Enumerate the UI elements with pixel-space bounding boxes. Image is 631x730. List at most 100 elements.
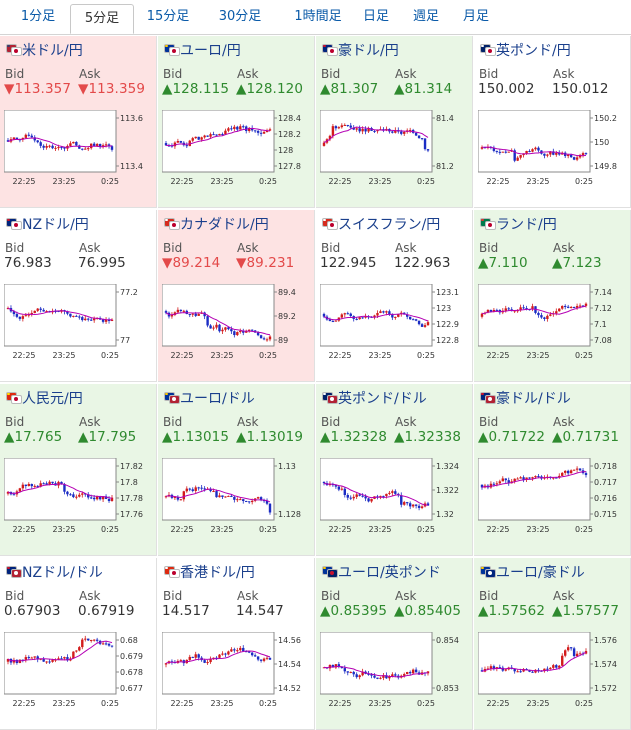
ask-label: Ask <box>395 589 417 603</box>
y-tick-label: 1.128 <box>278 510 301 519</box>
candle-body <box>408 503 412 507</box>
pair-name-link[interactable]: スイスフラン/円 <box>338 217 441 233</box>
mini-candlestick-chart[interactable]: 17.82 17.8 17.78 17.76 22:25 23:25 0:25 <box>4 458 150 538</box>
pair-tile[interactable]: 人民元/円 Bid Ask ▲17.765 ▲17.795 17.82 17.8 17.78 1… <box>0 384 157 556</box>
chart-svg: 77.2 77 22:25 23:25 0:25 <box>4 284 138 360</box>
candle-body <box>60 481 63 485</box>
mini-candlestick-chart[interactable]: 128.4 128.2 128 127.8 22:25 23:25 0:25 <box>162 110 308 190</box>
mini-candlestick-chart[interactable]: 89.4 89.2 89 22:25 23:25 0:25 <box>162 284 308 364</box>
candle-body <box>552 477 555 479</box>
ask-label: Ask <box>79 241 101 255</box>
pair-name-link[interactable]: 米ドル/円 <box>22 43 83 59</box>
tab-7[interactable]: 月足 <box>462 9 489 24</box>
pair-name-link[interactable]: 香港ドル/円 <box>180 565 255 581</box>
pair-tile[interactable]: スイスフラン/円 Bid Ask 122.945 122.963 123.1 123 122.… <box>316 210 473 382</box>
pair-name-link[interactable]: ユーロ/英ポンド <box>338 565 441 581</box>
pair-name-link[interactable]: NZドル/円 <box>22 217 89 233</box>
candle-body <box>107 319 111 321</box>
candle-body <box>569 647 573 649</box>
candle-body <box>69 143 72 146</box>
x-tick-label: 23:25 <box>368 699 391 708</box>
pair-name-link[interactable]: ランド/円 <box>496 217 557 233</box>
tab-1[interactable]: 5分足 <box>70 4 134 34</box>
candle-body <box>569 306 573 308</box>
pair-name-link[interactable]: ユーロ/ドル <box>180 391 255 407</box>
bid-direction-arrow: ▲ <box>4 429 15 445</box>
pair-tile[interactable]: ユーロ/英ポンド Bid Ask ▲0.85395 ▲0.85405 0.854 0.853… <box>316 558 473 730</box>
candle-body <box>24 657 28 660</box>
y-tick-label: 0.678 <box>120 668 143 677</box>
pair-tile[interactable]: ランド/円 Bid Ask ▲7.110 ▲7.123 7.14 7.12 7.1 7.08 22… <box>474 210 631 382</box>
mini-candlestick-chart[interactable]: 0.68 0.679 0.678 0.677 22:25 23:25 0:25 <box>4 632 150 712</box>
x-tick-label: 23:25 <box>210 525 233 534</box>
bid-direction-arrow: ▲ <box>478 429 489 445</box>
candle-body <box>194 487 197 491</box>
tab-5[interactable]: 日足 <box>362 9 389 24</box>
pair-name-link[interactable]: ユーロ/円 <box>180 43 241 59</box>
pair-tile[interactable]: ユーロ/豪ドル Bid Ask ▲1.57562 ▲1.57577 1.576 1.574 1… <box>474 558 631 730</box>
candle-body <box>191 138 194 141</box>
pair-name-link[interactable]: NZドル/ドル <box>22 565 103 581</box>
pair-tile[interactable]: 米ドル/円 Bid Ask ▼113.357 ▼113.359 113.6 113.4 22:… <box>0 36 157 208</box>
bid-label: Bid <box>321 241 341 255</box>
mini-candlestick-chart[interactable]: 1.324 1.322 1.32 22:25 23:25 0:25 <box>320 458 466 538</box>
ask-value: ▲1.13019 <box>236 429 303 445</box>
ask-number: 0.67919 <box>78 603 135 619</box>
tab-4[interactable]: 1時間足 <box>294 9 342 24</box>
mini-candlestick-chart[interactable]: 77.2 77 22:25 23:25 0:25 <box>4 284 150 364</box>
mini-candlestick-chart[interactable]: 113.6 113.4 22:25 23:25 0:25 <box>4 110 150 190</box>
pair-tile[interactable]: ユーロ/円 Bid Ask ▲128.115 ▲128.120 128.4 128.2 128… <box>158 36 315 208</box>
candle-body <box>39 483 42 487</box>
candle-body <box>173 142 177 147</box>
pair-tile[interactable]: 英ポンド/円 Bid Ask 150.002 150.012 150.2 150 149.8 2… <box>474 36 631 208</box>
chart-svg: 113.6 113.4 22:25 23:25 0:25 <box>4 110 143 186</box>
tab-3[interactable]: 30分足 <box>218 9 262 24</box>
mini-candlestick-chart[interactable]: 0.854 0.853 22:25 23:25 0:25 <box>320 632 466 712</box>
candle-body <box>358 317 361 320</box>
candle-body <box>584 473 588 476</box>
mini-candlestick-chart[interactable]: 123.1 123 122.9 122.8 22:25 23:25 0:25 <box>320 284 466 364</box>
candle-body <box>566 306 570 308</box>
candle-body <box>242 647 245 652</box>
mini-candlestick-chart[interactable]: 81.4 81.2 22:25 23:25 0:25 <box>320 110 466 190</box>
candle-body <box>212 491 215 493</box>
bid-value: ▲1.57562 <box>478 603 545 619</box>
candle-body <box>414 504 418 506</box>
bid-label: Bid <box>321 589 341 603</box>
pair-tile[interactable]: NZドル/ドル Bid Ask 0.67903 0.67919 0.68 0.679 0.67… <box>0 558 157 730</box>
mini-candlestick-chart[interactable]: 14.56 14.54 14.52 22:25 23:25 0:25 <box>162 632 308 712</box>
mini-candlestick-chart[interactable]: 1.576 1.574 1.572 22:25 23:25 0:25 <box>478 632 624 712</box>
chart-svg: 7.14 7.12 7.1 7.08 22:25 23:25 0:25 <box>478 284 612 360</box>
candle-body <box>239 647 242 651</box>
y-tick-label: 77.2 <box>120 288 138 297</box>
pair-name-link[interactable]: ユーロ/豪ドル <box>496 565 585 581</box>
tab-6[interactable]: 週足 <box>412 9 439 24</box>
tab-2[interactable]: 15分足 <box>146 9 190 24</box>
mini-candlestick-chart[interactable]: 0.718 0.717 0.716 0.715 22:25 23:25 0:25 <box>478 458 624 538</box>
pair-name-link[interactable]: 英ポンド/ドル <box>338 391 427 407</box>
pair-tile[interactable]: 英ポンド/ドル Bid Ask ▲1.32328 ▲1.32338 1.324 1.322 1… <box>316 384 473 556</box>
ask-direction-arrow: ▲ <box>394 81 405 97</box>
pair-name-link[interactable]: 豪ドル/円 <box>338 43 399 59</box>
pair-tile[interactable]: NZドル/円 Bid Ask 76.983 76.995 77.2 77 22:25 23:25… <box>0 210 157 382</box>
candle-body <box>546 668 549 670</box>
pair-name-link[interactable]: 人民元/円 <box>22 391 83 407</box>
tab-0[interactable]: 1分足 <box>20 9 56 24</box>
candle-body <box>230 495 233 497</box>
ask-number: 76.995 <box>78 255 126 271</box>
mini-candlestick-chart[interactable]: 150.2 150 149.8 22:25 23:25 0:25 <box>478 110 624 190</box>
pair-name-link[interactable]: 英ポンド/円 <box>496 43 571 59</box>
pair-name-link[interactable]: カナダドル/円 <box>180 217 269 233</box>
pair-tile[interactable]: 豪ドル/円 Bid Ask ▲81.307 ▲81.314 81.4 81.2 22:25 23… <box>316 36 473 208</box>
pair-name-link[interactable]: 豪ドル/ドル <box>496 391 571 407</box>
candle-body <box>265 657 269 659</box>
mini-candlestick-chart[interactable]: 7.14 7.12 7.1 7.08 22:25 23:25 0:25 <box>478 284 624 364</box>
pair-tile[interactable]: 豪ドル/ドル Bid Ask ▲0.71722 ▲0.71731 0.718 0.717 0.… <box>474 384 631 556</box>
pair-tile[interactable]: ユーロ/ドル Bid Ask ▲1.13015 ▲1.13019 1.13 1.128 22:… <box>158 384 315 556</box>
mini-candlestick-chart[interactable]: 1.13 1.128 22:25 23:25 0:25 <box>162 458 308 538</box>
pair-tile[interactable]: 香港ドル/円 Bid Ask 14.517 14.547 14.56 14.54 14.52 2… <box>158 558 315 730</box>
candle-body <box>90 319 93 321</box>
candle-body <box>224 327 227 330</box>
pair-tile[interactable]: カナダドル/円 Bid Ask ▼89.214 ▼89.231 89.4 89.2 89 22:… <box>158 210 315 382</box>
candle-body <box>322 313 326 317</box>
